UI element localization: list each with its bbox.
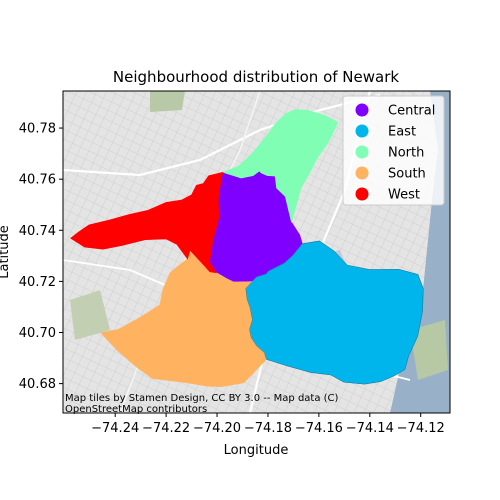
y-tick-label: 40.78 [19, 122, 56, 137]
park-area [410, 320, 448, 380]
region-west [70, 171, 224, 274]
y-tick-label: 40.72 [19, 275, 56, 290]
legend-label-west: West [388, 188, 420, 203]
y-tick-label: 40.74 [19, 224, 56, 239]
chart-title: Neighbourhood distribution of Newark [113, 68, 399, 86]
y-axis-ticks: 40.68 40.70 40.72 40.74 40.76 40.78 [19, 122, 63, 392]
neighbourhood-regions [70, 109, 424, 388]
legend-label-central: Central [388, 104, 435, 119]
attribution-line-2: OpenStreetMap contributors [65, 404, 207, 415]
y-tick-label: 40.70 [19, 326, 56, 341]
attribution-line-1: Map tiles by Stamen Design, CC BY 3.0 --… [65, 393, 339, 404]
legend-box [342, 95, 445, 206]
legend-marker-north [355, 145, 369, 159]
legend-label-east: East [388, 125, 416, 140]
x-tick-label: −74.18 [244, 421, 292, 436]
x-tick-label: −74.16 [295, 421, 343, 436]
region-north [222, 109, 339, 224]
x-axis-label: Longitude [224, 443, 289, 458]
y-axis-label: Latitude [0, 225, 12, 279]
axes-frame [62, 90, 451, 414]
legend-marker-east [355, 124, 369, 138]
x-tick-label: −74.22 [142, 421, 190, 436]
legend: Central East North South West [342, 95, 445, 206]
park-area [150, 91, 185, 112]
legend-marker-south [355, 166, 369, 180]
x-axis-ticks: −74.24 −74.22 −74.20 −74.18 −74.16 −74.14 −74.… [91, 413, 445, 436]
y-tick-label: 40.68 [19, 377, 56, 392]
region-east-outline [245, 240, 424, 385]
x-tick-label: −74.14 [346, 421, 394, 436]
legend-marker-central [355, 103, 369, 117]
x-tick-label: −74.24 [91, 421, 139, 436]
legend-marker-west [355, 187, 369, 201]
park-area [70, 290, 110, 340]
legend-label-north: North [388, 146, 424, 161]
legend-label-south: South [388, 167, 426, 182]
x-tick-label: −74.12 [397, 421, 445, 436]
x-tick-label: −74.20 [193, 421, 241, 436]
major-road [63, 93, 381, 177]
y-tick-label: 40.76 [19, 173, 56, 188]
